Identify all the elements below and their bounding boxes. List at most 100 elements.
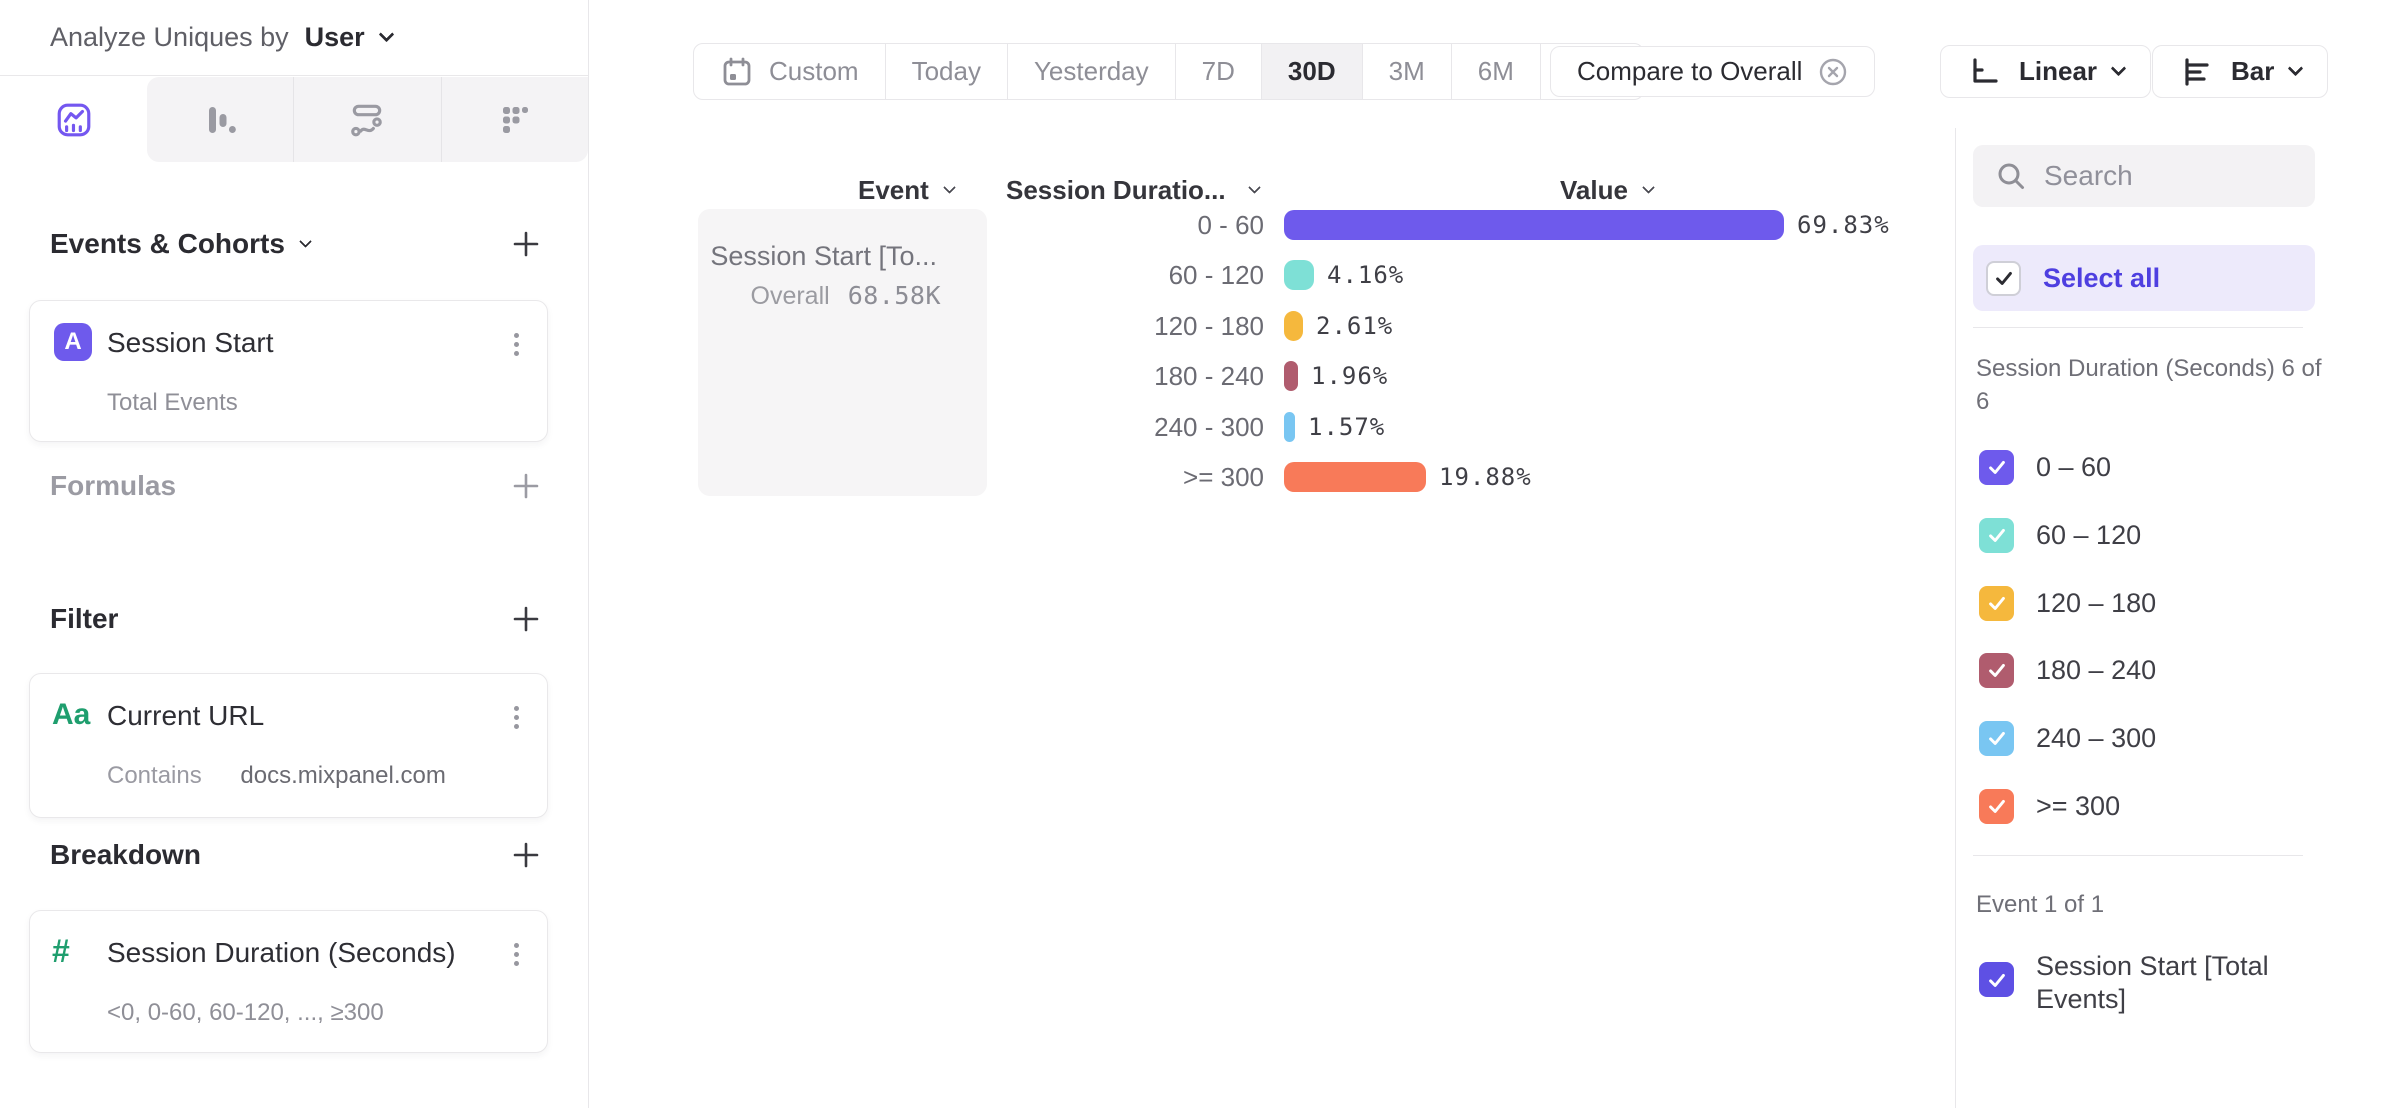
column-header-value[interactable]: Value xyxy=(1560,172,1655,208)
linear-scale-icon xyxy=(1967,55,2001,89)
tab-insights[interactable] xyxy=(0,77,147,162)
chart-value-label: 4.16% xyxy=(1327,261,1405,289)
compare-to-overall-chip[interactable]: Compare to Overall xyxy=(1550,46,1876,97)
segment-label: 0 – 60 xyxy=(2036,451,2112,482)
select-all-row[interactable]: Select all xyxy=(1973,245,2315,311)
date-range-picker: Custom Today Yesterday 7D 30D 3M 6M 12M xyxy=(693,43,1645,100)
chart-bar[interactable] xyxy=(1284,311,1303,341)
breakdown-checkbox[interactable] xyxy=(1979,788,2014,824)
event-badge: A xyxy=(54,323,92,361)
breakdown-entry-title[interactable]: Session Duration (Seconds) xyxy=(107,937,456,968)
segment-item[interactable]: 60 – 120 xyxy=(1979,513,2141,557)
formulas-section-title: Formulas xyxy=(50,470,177,501)
tab-funnels[interactable] xyxy=(147,77,293,162)
breakdown-entry-menu-button[interactable] xyxy=(508,937,525,972)
calendar-icon xyxy=(720,55,754,89)
tab-flows[interactable] xyxy=(293,77,440,162)
date-range-7d[interactable]: 7D xyxy=(1174,44,1261,99)
event-series-item[interactable]: Session Start [Total Events] xyxy=(1979,950,2301,1016)
date-range-6m[interactable]: 6M xyxy=(1450,44,1540,99)
filter-entry-menu-button[interactable] xyxy=(508,700,525,735)
breakdown-entry-card[interactable]: # Session Duration (Seconds) <0, 0-60, 6… xyxy=(29,910,548,1053)
chevron-down-icon xyxy=(378,26,394,43)
formulas-section-header: Formulas xyxy=(50,464,542,508)
breakdown-entry-subtitle[interactable]: <0, 0-60, 60-120, ..., ≥300 xyxy=(107,999,384,1026)
tab-retention[interactable] xyxy=(440,77,588,162)
date-range-30d[interactable]: 30D xyxy=(1260,44,1362,99)
event-entry-menu-button[interactable] xyxy=(508,327,525,362)
date-range-today[interactable]: Today xyxy=(884,44,1007,99)
filter-operator[interactable]: Contains xyxy=(107,762,202,789)
chart-type-selector-label: Bar xyxy=(2231,56,2275,86)
chart-bar[interactable] xyxy=(1284,361,1298,391)
search-icon xyxy=(1995,160,2027,192)
filter-section-title: Filter xyxy=(50,603,119,634)
chart-row: 120 - 180 2.61% xyxy=(1000,311,1980,341)
events-section-title[interactable]: Events & Cohorts xyxy=(50,228,312,260)
segment-item[interactable]: 180 – 240 xyxy=(1979,648,2156,692)
event-group-label: Event 1 of 1 xyxy=(1976,891,2105,918)
remove-compare-icon[interactable] xyxy=(1818,57,1848,87)
analyze-value-dropdown[interactable]: User xyxy=(304,22,365,52)
breakdown-checkbox[interactable] xyxy=(1979,720,2014,756)
chart-category-label: 0 - 60 xyxy=(1197,209,1265,240)
chart-row: 60 - 120 4.16% xyxy=(1000,260,1980,290)
chart-type-selector-button[interactable]: Bar xyxy=(2152,45,2329,98)
report-type-tabs-group xyxy=(147,77,588,162)
chevron-down-icon xyxy=(1247,180,1261,194)
insights-icon xyxy=(55,101,93,139)
chart-category-label: 180 - 240 xyxy=(1154,360,1264,391)
event-series-label: Session Start [Total Events] xyxy=(2036,951,2269,1014)
chart-value-label: 1.96% xyxy=(1311,362,1389,390)
breakdown-checkbox[interactable] xyxy=(1979,449,2014,485)
segment-item[interactable]: >= 300 xyxy=(1979,784,2120,828)
breakdown-checkbox[interactable] xyxy=(1979,585,2014,621)
add-filter-button[interactable] xyxy=(510,603,542,635)
filter-entry-card[interactable]: Aa Current URL Contains docs.mixpanel.co… xyxy=(29,673,548,818)
segment-item[interactable]: 0 – 60 xyxy=(1979,445,2111,489)
chevron-down-icon xyxy=(942,180,956,194)
breakdown-checkbox[interactable] xyxy=(1979,652,2014,688)
segment-item[interactable]: 120 – 180 xyxy=(1979,581,2156,625)
event-summary-title: Session Start [To... xyxy=(710,241,937,271)
segment-label: 120 – 180 xyxy=(2036,587,2157,618)
event-entry-subtitle[interactable]: Total Events xyxy=(107,389,238,416)
segment-search[interactable] xyxy=(1973,145,2315,207)
search-input[interactable] xyxy=(2044,160,2284,192)
segment-label: 60 – 120 xyxy=(2036,519,2142,550)
chart-value-label: 2.61% xyxy=(1316,312,1394,340)
add-event-button[interactable] xyxy=(510,228,542,260)
chart-bar[interactable] xyxy=(1284,462,1426,492)
column-header-event[interactable]: Event xyxy=(858,172,956,208)
event-entry-title[interactable]: Session Start xyxy=(107,327,274,358)
filter-entry-condition[interactable]: Contains docs.mixpanel.com xyxy=(107,762,446,790)
select-all-checkbox[interactable] xyxy=(1986,260,2021,296)
chart-category-label: 240 - 300 xyxy=(1154,411,1264,442)
chart-row: 240 - 300 1.57% xyxy=(1000,412,1980,442)
chart-category-label: 120 - 180 xyxy=(1154,310,1264,341)
chart-bar[interactable] xyxy=(1284,260,1314,290)
add-breakdown-button[interactable] xyxy=(510,839,542,871)
date-range-yesterday[interactable]: Yesterday xyxy=(1006,44,1175,99)
scale-selector-button[interactable]: Linear xyxy=(1940,45,2152,98)
right-panel-divider xyxy=(1955,128,1956,1108)
date-range-3m[interactable]: 3M xyxy=(1361,44,1451,99)
event-checkbox[interactable] xyxy=(1979,962,2014,997)
chart-category-label: 60 - 120 xyxy=(1168,259,1264,290)
breakdown-checkbox[interactable] xyxy=(1979,517,2014,553)
chart-bar[interactable] xyxy=(1284,210,1784,240)
column-header-breakdown[interactable]: Session Duratio... xyxy=(1006,172,1261,208)
chevron-down-icon xyxy=(2110,60,2127,77)
report-type-tabs xyxy=(0,77,588,162)
event-summary-card[interactable]: Session Start [To... Overall 68.58K xyxy=(698,209,987,496)
event-entry-card[interactable]: A Session Start Total Events xyxy=(29,300,548,442)
chevron-down-icon xyxy=(299,234,312,248)
segment-item[interactable]: 240 – 300 xyxy=(1979,716,2156,760)
chart-bar[interactable] xyxy=(1284,412,1295,442)
filter-entry-title[interactable]: Current URL xyxy=(107,700,265,731)
date-range-custom[interactable]: Custom xyxy=(694,44,885,99)
add-formula-button[interactable] xyxy=(510,470,542,502)
events-section-header: Events & Cohorts xyxy=(50,222,542,266)
text-property-icon: Aa xyxy=(52,698,91,731)
filter-value[interactable]: docs.mixpanel.com xyxy=(240,762,446,789)
